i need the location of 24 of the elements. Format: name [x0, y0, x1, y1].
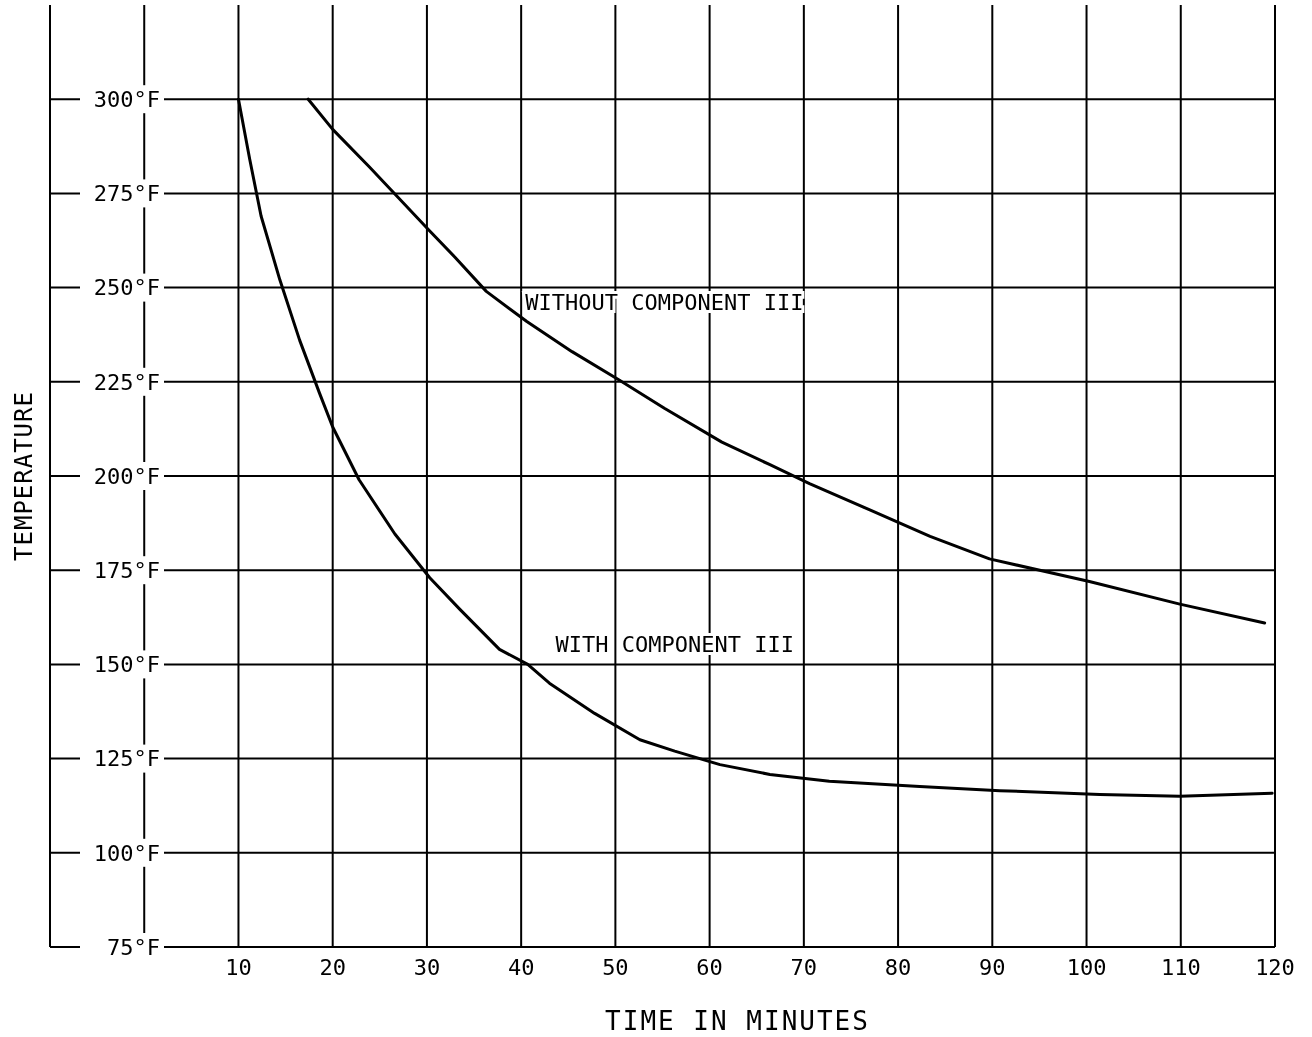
- x-tick-label: 100: [1066, 955, 1107, 980]
- y-tick-label: 200°F: [93, 463, 160, 489]
- y-tick-label: 300°F: [93, 86, 160, 112]
- x-tick-label: 90: [979, 955, 1006, 980]
- x-tick-label: 120: [1255, 955, 1295, 980]
- x-tick-label: 80: [884, 955, 912, 980]
- y-tick-label: 125°F: [93, 746, 160, 772]
- y-tick-label: 225°F: [93, 369, 160, 395]
- x-tick-label: 10: [225, 955, 252, 980]
- y-tick-label: 75°F: [107, 934, 160, 960]
- x-tick-label: 50: [602, 955, 629, 980]
- x-tick-label: 40: [507, 955, 535, 980]
- x-axis-title: TIME IN MINUTES: [605, 1006, 870, 1036]
- y-tick-label: 175°F: [93, 557, 160, 583]
- x-tick-label: 30: [413, 955, 441, 980]
- y-tick-label: 150°F: [93, 652, 160, 678]
- x-tick-label: 60: [696, 955, 723, 980]
- y-tick-label: 275°F: [93, 181, 160, 207]
- x-tick-label: 110: [1160, 955, 1201, 980]
- y-tick-label: 250°F: [93, 275, 160, 301]
- x-tick-label: 20: [319, 955, 346, 980]
- x-tick-label: 70: [790, 955, 818, 980]
- y-axis-title: TEMPERATURE: [10, 391, 38, 561]
- y-tick-label: 100°F: [93, 840, 160, 866]
